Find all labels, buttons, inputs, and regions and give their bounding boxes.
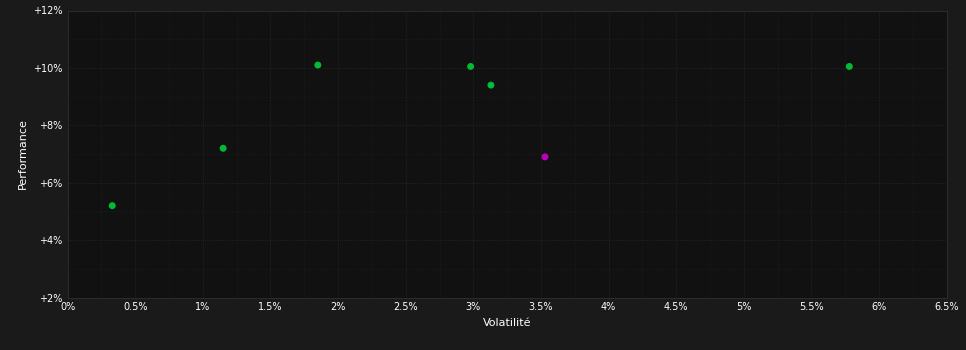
Point	[310, 62, 326, 68]
Point	[537, 154, 553, 160]
Point	[104, 203, 120, 209]
Point	[215, 146, 231, 151]
Y-axis label: Performance: Performance	[17, 119, 28, 189]
Point	[483, 82, 498, 88]
X-axis label: Volatilité: Volatilité	[483, 318, 531, 328]
Point	[463, 64, 478, 69]
Point	[841, 64, 857, 69]
